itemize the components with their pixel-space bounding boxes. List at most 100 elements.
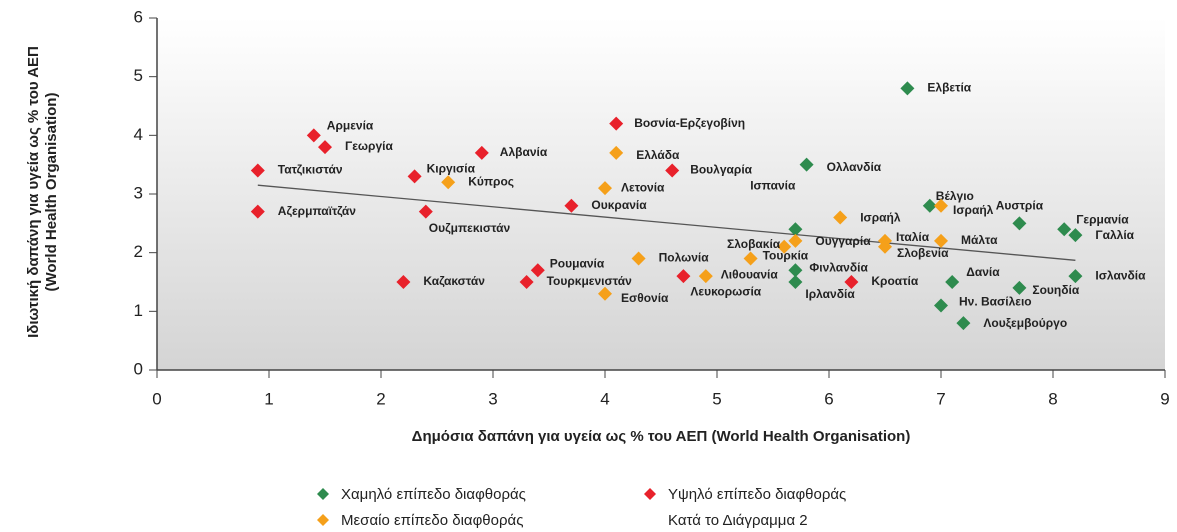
point bbox=[788, 222, 803, 237]
point bbox=[665, 163, 680, 178]
point-label: Αυστρία bbox=[996, 199, 1044, 213]
point bbox=[676, 269, 691, 284]
point-label: Ιταλία bbox=[896, 230, 930, 244]
y-tick-label: 3 bbox=[134, 183, 143, 202]
point-label: Σλοβακία bbox=[727, 237, 781, 251]
trendline bbox=[257, 184, 1076, 261]
point-label: Βουλγαρία bbox=[690, 163, 752, 177]
point-label: Ουζμπεκιστάν bbox=[429, 221, 511, 235]
point-label: Μάλτα bbox=[961, 233, 998, 247]
y-tick-label: 5 bbox=[134, 66, 143, 85]
point bbox=[598, 181, 612, 196]
point-label: Ολλανδία bbox=[827, 160, 882, 174]
point bbox=[956, 316, 971, 331]
point bbox=[250, 163, 265, 178]
point bbox=[598, 286, 612, 301]
x-tick-label: 1 bbox=[264, 389, 273, 408]
point-label: Εσθονία bbox=[621, 291, 669, 305]
legend-label: Μεσαίο επίπεδο διαφθοράς bbox=[341, 512, 523, 529]
point-label: Τουρκία bbox=[763, 249, 809, 263]
point bbox=[934, 198, 948, 213]
point-label: Λιθουανία bbox=[721, 267, 779, 281]
point-label: Βέλγιο bbox=[936, 189, 974, 203]
point-label: Αζερμπαϊτζάν bbox=[278, 204, 356, 218]
point bbox=[441, 175, 456, 190]
point bbox=[788, 233, 803, 248]
point-label: Δανία bbox=[966, 265, 1000, 279]
point bbox=[878, 239, 892, 254]
point bbox=[407, 169, 422, 184]
point bbox=[922, 198, 937, 213]
point-label: Γερμανία bbox=[1076, 212, 1129, 226]
point bbox=[631, 251, 646, 266]
point bbox=[609, 116, 624, 131]
point-label: Ουγγαρία bbox=[815, 234, 871, 248]
x-tick-label: 8 bbox=[1048, 389, 1057, 408]
point-label: Ισπανία bbox=[750, 178, 796, 192]
point bbox=[1057, 222, 1072, 237]
y-tick-label: 4 bbox=[134, 125, 143, 144]
point-label: Ουκρανία bbox=[591, 198, 647, 212]
point-label: Αρμενία bbox=[327, 119, 374, 133]
point-label: Πολωνία bbox=[659, 251, 710, 265]
legend-marker bbox=[317, 488, 329, 500]
y-tick-label: 6 bbox=[134, 7, 143, 26]
point bbox=[698, 269, 713, 284]
point-label: Ισλανδία bbox=[1095, 268, 1146, 282]
y-tick-label: 0 bbox=[134, 359, 143, 378]
point-label: Καζακστάν bbox=[423, 274, 485, 288]
point-label: Σλοβενία bbox=[897, 246, 949, 260]
point bbox=[530, 263, 545, 278]
point-label: Κιργισία bbox=[427, 162, 476, 176]
point-label: Ρουμανία bbox=[550, 256, 605, 270]
x-tick-label: 6 bbox=[824, 389, 833, 408]
point bbox=[799, 157, 814, 172]
x-tick-label: 9 bbox=[1160, 389, 1169, 408]
point bbox=[788, 263, 803, 278]
point-label: Ελβετία bbox=[927, 81, 971, 95]
point bbox=[833, 210, 848, 225]
x-tick-label: 0 bbox=[152, 389, 161, 408]
point bbox=[519, 275, 534, 289]
y-tick-label: 1 bbox=[134, 301, 143, 320]
point bbox=[900, 81, 915, 96]
point-label: Ισραήλ bbox=[953, 203, 994, 217]
point-label: Ιρλανδία bbox=[805, 287, 855, 301]
x-tick-label: 7 bbox=[936, 389, 945, 408]
point bbox=[1012, 280, 1027, 295]
point-label: Βοσνία-Ερζεγοβίνη bbox=[634, 116, 745, 130]
point-label: Ελλάδα bbox=[636, 148, 680, 162]
point bbox=[934, 298, 948, 313]
plot-area bbox=[157, 18, 1165, 370]
x-tick-label: 2 bbox=[376, 389, 385, 408]
point bbox=[1012, 216, 1027, 231]
point bbox=[777, 239, 792, 254]
point-label: Σουηδία bbox=[1032, 283, 1079, 297]
legend-marker bbox=[317, 514, 329, 526]
point bbox=[318, 140, 332, 155]
point bbox=[743, 251, 758, 266]
point-label: Κροατία bbox=[871, 274, 918, 288]
point-label: Λετονία bbox=[621, 180, 665, 194]
point-label: Τατζικιστάν bbox=[278, 163, 343, 177]
legend-note: Κατά το Διάγραμμα 2 bbox=[668, 512, 808, 529]
point bbox=[396, 275, 411, 289]
point bbox=[934, 233, 948, 248]
point bbox=[250, 204, 265, 219]
point bbox=[418, 204, 433, 219]
legend-marker bbox=[644, 488, 656, 500]
point-label: Ην. Βασίλειο bbox=[959, 295, 1032, 309]
y-axis-label: (World Health Organisation) bbox=[43, 93, 60, 292]
x-tick-label: 4 bbox=[600, 389, 609, 408]
point-label: Γεωργία bbox=[345, 139, 393, 153]
point bbox=[609, 145, 624, 160]
point bbox=[474, 145, 489, 160]
point-label: Αλβανία bbox=[500, 145, 548, 159]
point bbox=[945, 275, 960, 289]
y-tick-label: 2 bbox=[134, 242, 143, 261]
point-label: Τουρκμενιστάν bbox=[547, 274, 633, 288]
point-label: Γαλλία bbox=[1095, 228, 1134, 242]
x-tick-label: 5 bbox=[712, 389, 721, 408]
point bbox=[1068, 228, 1083, 243]
